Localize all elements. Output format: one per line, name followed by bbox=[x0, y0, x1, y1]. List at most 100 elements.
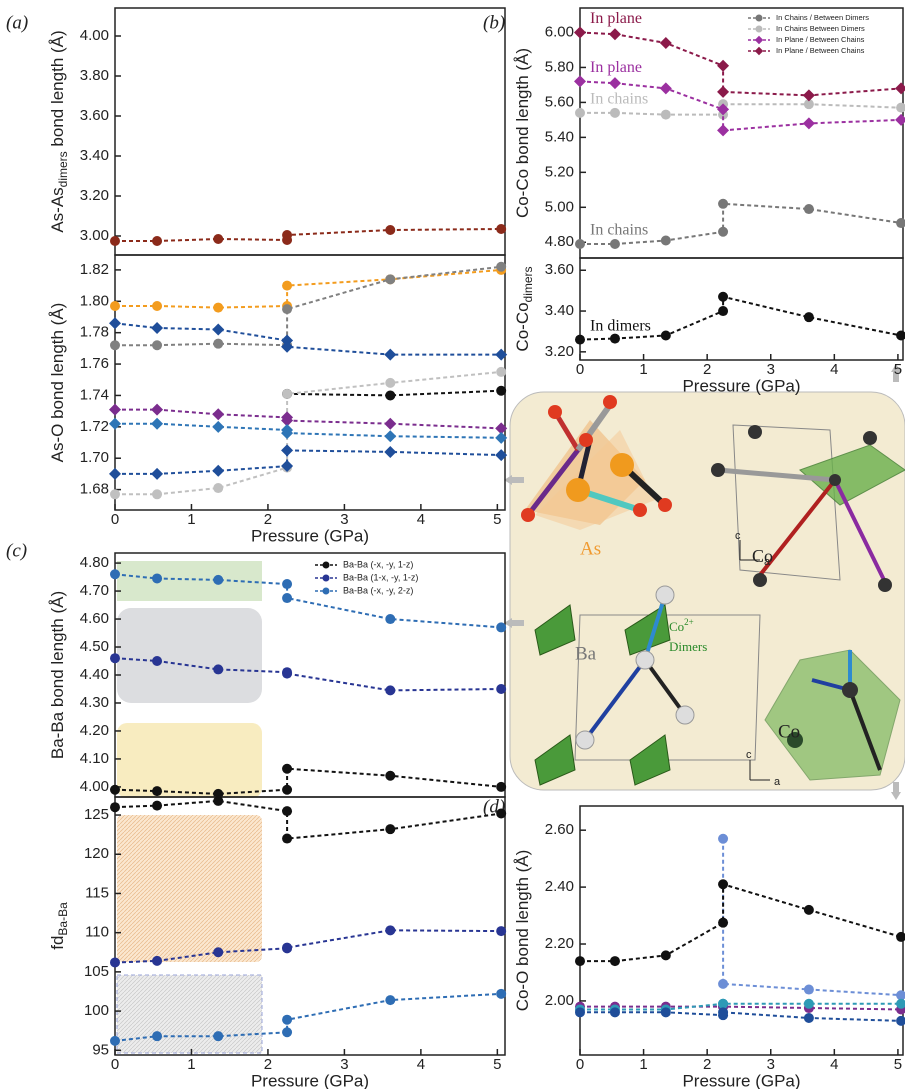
marker bbox=[384, 445, 397, 458]
y-axis-label: As-O bond length (Å) bbox=[48, 303, 67, 463]
series-line bbox=[580, 1005, 902, 1011]
marker bbox=[660, 109, 671, 120]
label-part: As-As bbox=[48, 187, 67, 232]
marker bbox=[495, 431, 508, 444]
y-tick-label: 3.00 bbox=[80, 227, 109, 244]
x-tick-label: 4 bbox=[830, 1056, 838, 1073]
y-axis-label: Ba-Ba bond length (Å) bbox=[48, 591, 67, 759]
marker bbox=[281, 340, 294, 353]
series-line bbox=[722, 838, 902, 997]
marker bbox=[496, 366, 507, 377]
marker bbox=[718, 998, 729, 1009]
x-axis-label: Pressure (GPa) bbox=[251, 1071, 369, 1089]
series-annotation: In chains bbox=[590, 91, 648, 108]
y-tick-label: 2.40 bbox=[545, 878, 574, 895]
legend-label: In Chains / Between Dimers bbox=[776, 13, 869, 22]
x-tick-label: 2 bbox=[264, 511, 272, 528]
y-tick-label: 4.00 bbox=[80, 27, 109, 44]
x-tick-label: 1 bbox=[639, 361, 647, 378]
legend-label: In Plane / Between Chains bbox=[776, 46, 865, 55]
x-tick-label: 1 bbox=[187, 511, 195, 528]
marker bbox=[110, 1035, 120, 1046]
x-tick-label: 5 bbox=[894, 1056, 902, 1073]
y-tick-label: 3.60 bbox=[545, 261, 574, 278]
y-tick-label: 5.40 bbox=[545, 128, 574, 145]
marker bbox=[152, 236, 163, 246]
marker bbox=[384, 430, 397, 443]
y-tick-label: 6.00 bbox=[545, 23, 574, 40]
marker bbox=[281, 334, 294, 347]
marker bbox=[110, 957, 120, 968]
marker bbox=[609, 1007, 620, 1018]
marker bbox=[608, 77, 621, 90]
legend-label: In Plane / Between Chains bbox=[776, 35, 865, 44]
marker bbox=[575, 956, 585, 967]
marker bbox=[110, 340, 120, 351]
marker bbox=[213, 302, 224, 313]
series-line bbox=[115, 268, 502, 309]
y-tick-label: 5.00 bbox=[545, 198, 574, 215]
marker bbox=[110, 784, 120, 795]
label-part: dimers bbox=[521, 266, 535, 302]
plot-frame bbox=[579, 257, 904, 361]
x-axis-label: Pressure (GPa) bbox=[682, 376, 800, 395]
structure-label: As bbox=[580, 538, 601, 559]
marker bbox=[718, 306, 729, 317]
marker bbox=[385, 225, 396, 235]
marker bbox=[754, 46, 764, 56]
x-tick-label: 2 bbox=[703, 361, 711, 378]
marker bbox=[322, 561, 330, 569]
marker bbox=[281, 414, 294, 427]
label-part: dimers bbox=[56, 151, 70, 187]
marker bbox=[660, 235, 671, 246]
marker bbox=[282, 942, 293, 953]
x-tick-label: 4 bbox=[417, 511, 425, 528]
marker bbox=[213, 574, 224, 585]
marker bbox=[151, 403, 164, 416]
y-tick-label: 3.40 bbox=[80, 147, 109, 164]
marker bbox=[110, 569, 120, 580]
marker bbox=[609, 107, 620, 118]
x-tick-label: 5 bbox=[493, 511, 501, 528]
marker bbox=[755, 25, 763, 33]
marker bbox=[384, 348, 397, 361]
y-axis-label: As-Asdimers bond length (Å) bbox=[48, 30, 70, 232]
marker bbox=[213, 795, 224, 806]
marker bbox=[151, 321, 164, 334]
y-axis-label: Co-Co bond length (Å) bbox=[513, 48, 532, 218]
marker bbox=[282, 763, 293, 774]
marker bbox=[213, 483, 224, 494]
marker bbox=[896, 931, 905, 942]
marker bbox=[575, 334, 585, 345]
marker bbox=[213, 664, 224, 675]
y-tick-label: 4.80 bbox=[80, 554, 109, 571]
plot-frame bbox=[114, 796, 506, 1056]
marker bbox=[718, 291, 729, 302]
x-tick-label: 3 bbox=[340, 1056, 348, 1073]
marker bbox=[152, 301, 163, 311]
marker bbox=[282, 230, 293, 240]
y-tick-label: 2.20 bbox=[545, 935, 574, 952]
marker bbox=[575, 1007, 585, 1018]
y-tick-label: 4.30 bbox=[80, 694, 109, 711]
y-tick-label: 5.60 bbox=[545, 93, 574, 110]
label-part: 2+ bbox=[684, 617, 694, 627]
marker bbox=[896, 102, 905, 113]
y-tick-label: 100 bbox=[84, 1002, 109, 1019]
x-tick-label: 3 bbox=[767, 361, 775, 378]
marker bbox=[282, 579, 293, 590]
y-tick-label: 1.70 bbox=[80, 449, 109, 466]
marker bbox=[896, 998, 905, 1009]
marker bbox=[152, 1031, 163, 1042]
marker bbox=[496, 683, 507, 694]
panel-label: (c) bbox=[6, 540, 27, 561]
marker bbox=[213, 1031, 224, 1042]
marker bbox=[282, 833, 293, 844]
marker bbox=[718, 1007, 729, 1018]
series-line bbox=[580, 1002, 902, 1011]
marker bbox=[110, 236, 120, 246]
marker bbox=[109, 403, 121, 416]
y-tick-label: 1.78 bbox=[80, 324, 109, 341]
marker bbox=[385, 274, 396, 285]
series-annotation: In chains bbox=[590, 222, 648, 239]
